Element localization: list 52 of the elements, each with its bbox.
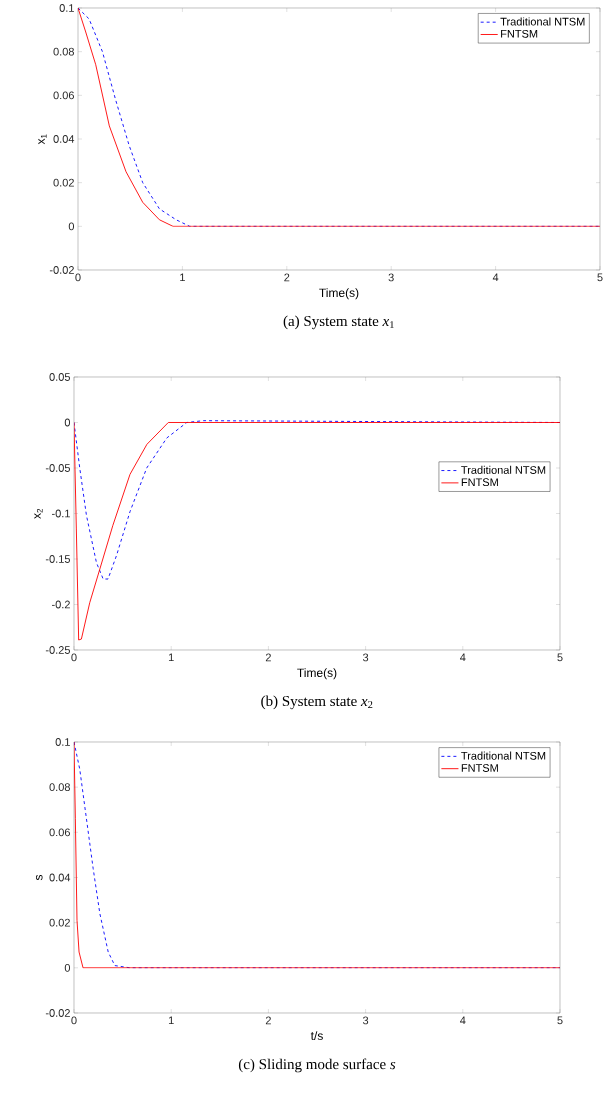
- legend-label: FNTSM: [500, 29, 537, 38]
- legend-label: Traditional NTSM: [460, 465, 545, 474]
- y-tick-label: 0.04: [53, 135, 74, 143]
- y-tick-label: 0.02: [53, 178, 74, 187]
- x-tick-label: 1: [168, 653, 174, 662]
- y-axis-title: s: [35, 874, 43, 881]
- legend-label: FNTSM: [461, 478, 498, 487]
- y-tick-label: 0.1: [59, 4, 74, 12]
- x-tick-label: 4: [492, 273, 499, 282]
- x-tick-label: 4: [459, 653, 466, 662]
- y-axis-title: x$_{2}$: [34, 508, 43, 519]
- y-tick-label: 0: [64, 963, 70, 972]
- y-tick-label: -0.05: [45, 464, 70, 472]
- y-tick-label: 0.06: [49, 828, 70, 837]
- text: (a) System state x$_{1}$: [283, 315, 394, 330]
- x-tick-label: 5: [557, 653, 563, 662]
- y-tick-label: 0: [64, 418, 70, 427]
- y-tick-label: 0.08: [49, 783, 70, 792]
- x-tick-label: 1: [168, 1016, 174, 1025]
- x-tick-label: 4: [459, 1016, 466, 1025]
- y-tick-label: -0.15: [45, 555, 70, 563]
- y-tick-label: -0.1: [51, 509, 70, 518]
- x-axis-title: Time(s): [296, 668, 337, 680]
- x-tick-label: 3: [362, 653, 368, 662]
- x-tick-label: 2: [265, 1016, 271, 1025]
- y-tick-label: 0.1: [55, 738, 70, 746]
- y-axis-title: x$_{1}$: [38, 134, 47, 145]
- x-tick-label: 3: [362, 1016, 368, 1025]
- y-tick-label: -0.2: [51, 600, 70, 609]
- x-tick-label: 2: [284, 273, 290, 282]
- legend-label: Traditional NTSM: [460, 751, 545, 760]
- y-tick-label: 0.04: [49, 873, 70, 882]
- y-tick-label: 0.06: [53, 91, 74, 100]
- x-tick-label: 2: [265, 653, 271, 662]
- y-tick-label: 0.02: [49, 918, 70, 927]
- y-tick-label: -0.25: [45, 646, 70, 654]
- y-tick-label: 0.08: [53, 47, 74, 56]
- legend-label: FNTSM: [461, 764, 498, 772]
- text: (b) System state x$_{2}$: [261, 695, 373, 710]
- y-tick-label: 0: [68, 222, 74, 231]
- x-tick-label: 5: [557, 1016, 563, 1025]
- legend-label: Traditional NTSM: [500, 17, 585, 26]
- x-axis-title: Time(s): [318, 288, 359, 300]
- text: (c) Sliding mode surface s: [238, 1058, 396, 1073]
- y-tick-label: -0.02: [49, 266, 74, 274]
- x-tick-label: 3: [388, 273, 394, 282]
- x-tick-label: 5: [597, 273, 603, 282]
- y-tick-label: -0.02: [45, 1009, 70, 1017]
- x-tick-label: 1: [179, 273, 185, 282]
- x-tick-label: 0: [75, 273, 81, 282]
- x-axis-title: t/s: [310, 1031, 323, 1040]
- y-tick-label: 0.05: [49, 373, 70, 381]
